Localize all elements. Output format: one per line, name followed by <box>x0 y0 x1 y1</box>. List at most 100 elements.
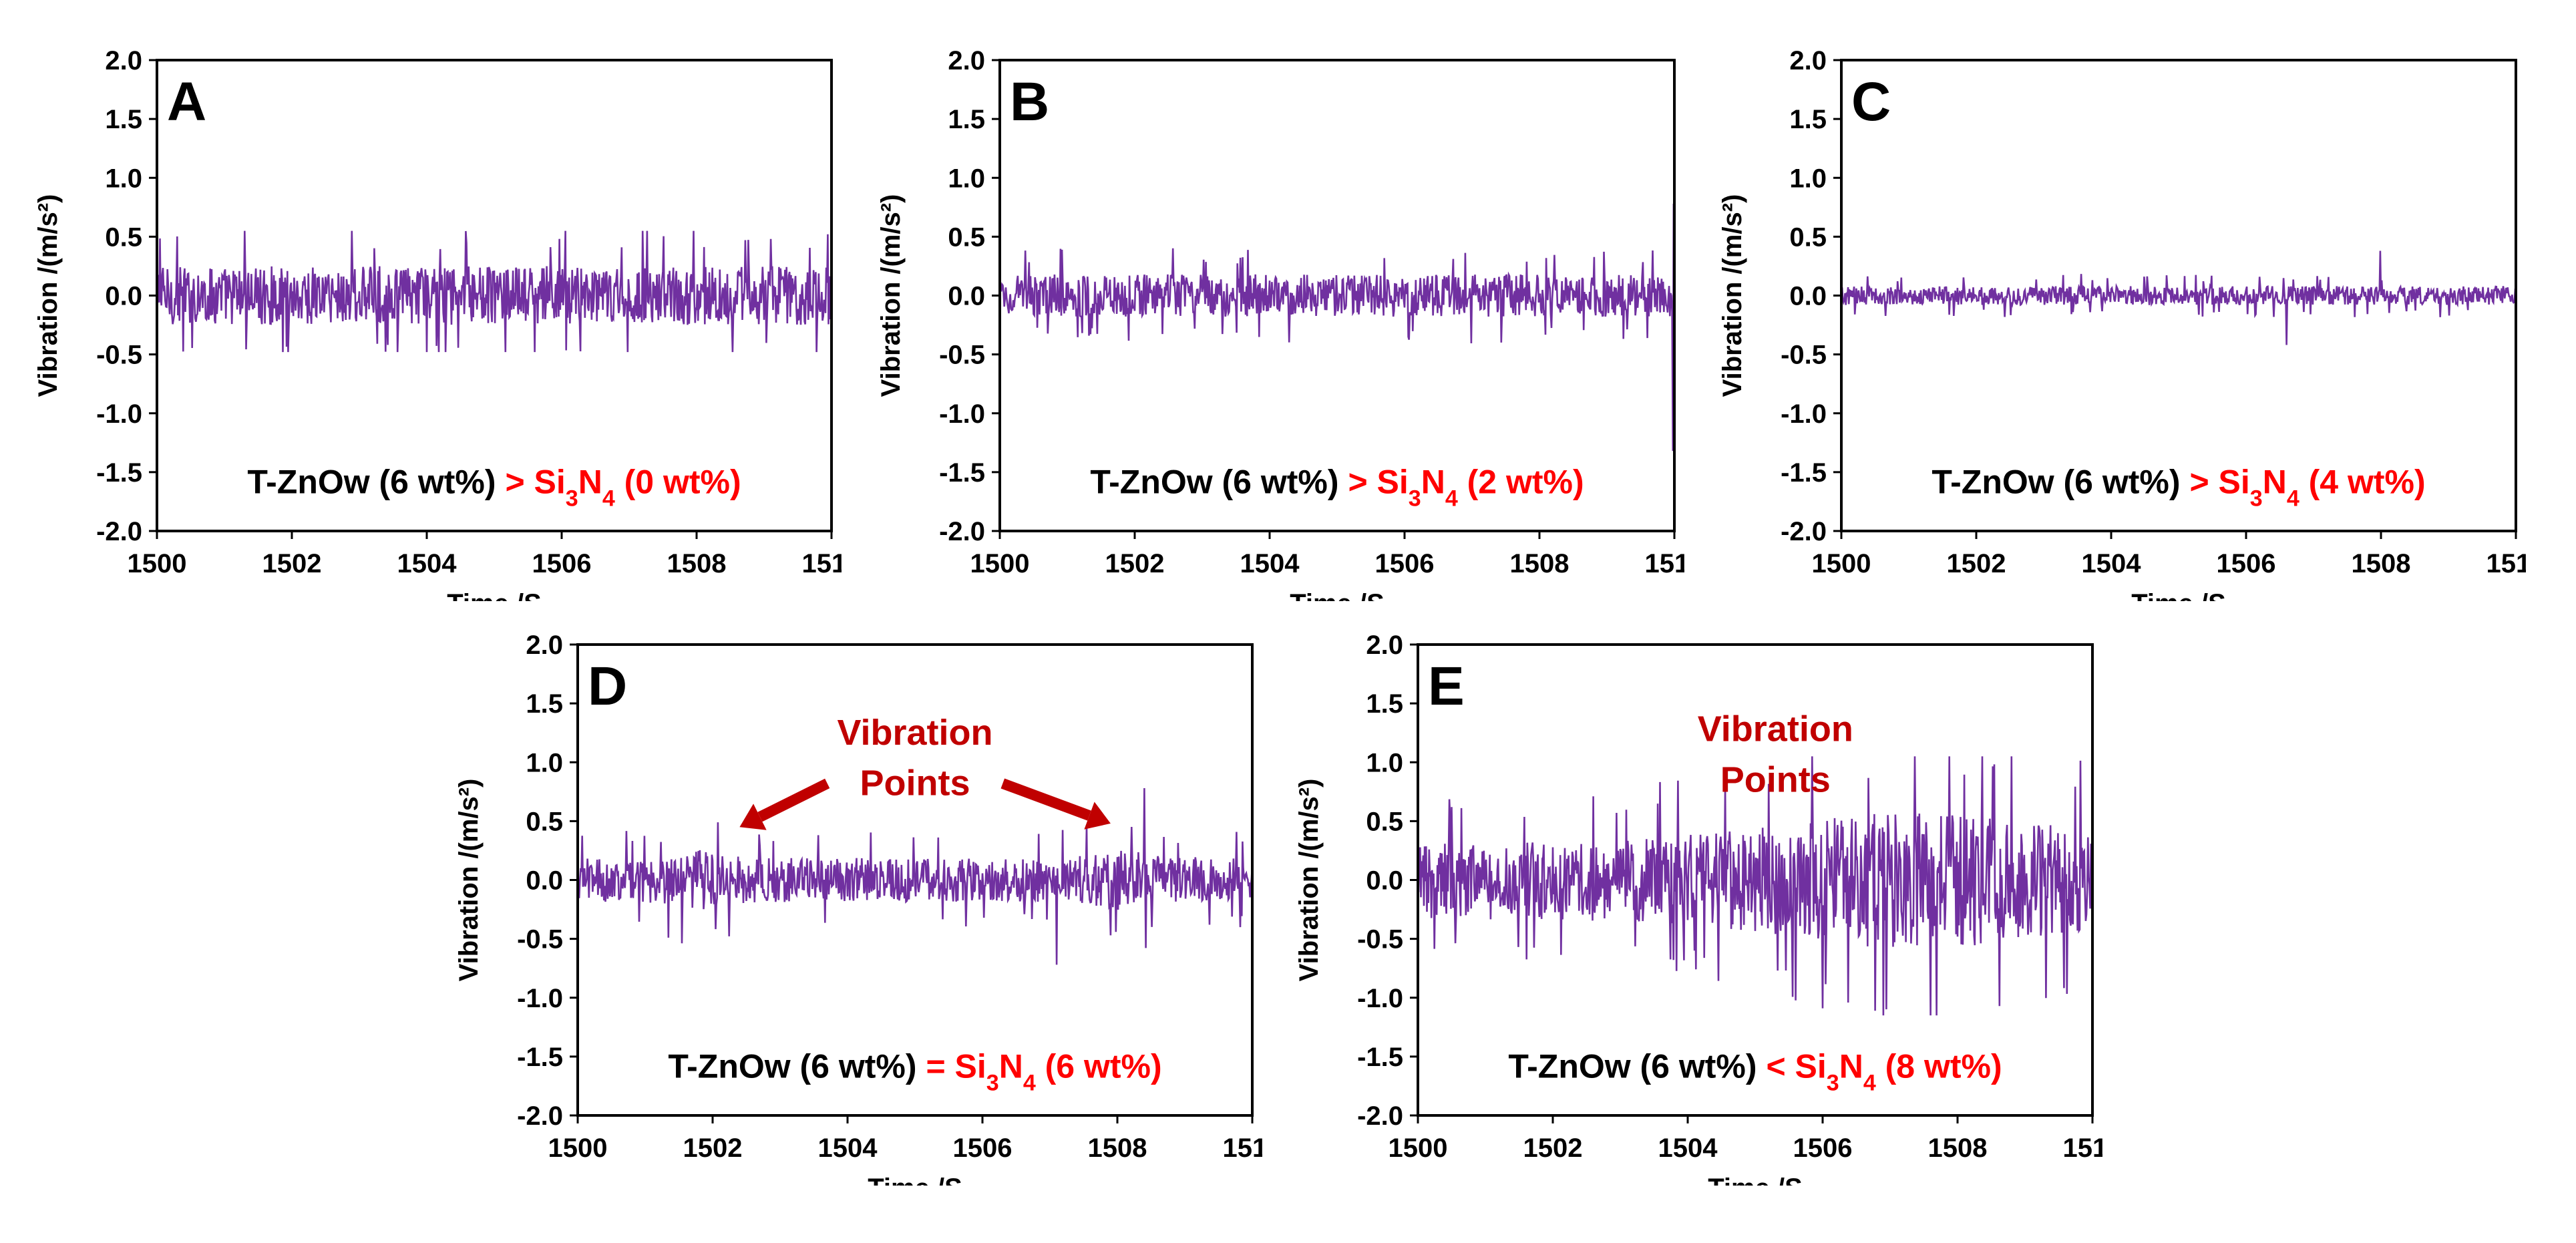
x-axis-label: Time /S <box>2131 589 2226 601</box>
panel-letter: A <box>167 71 206 132</box>
x-tick-label: 1500 <box>128 549 187 578</box>
y-tick-label: -2.0 <box>939 517 985 546</box>
y-tick-label: 0.5 <box>526 807 563 836</box>
y-tick-label: -1.0 <box>939 399 985 429</box>
composition-caption: T-ZnOw (6 wt%) > Si3N4 (4 wt%) <box>1931 464 2425 512</box>
x-tick-label: 1500 <box>548 1133 608 1163</box>
y-tick-label: 0.0 <box>526 866 563 896</box>
vibration-points-annotation: Vibration Points <box>1698 709 1853 800</box>
x-tick-label: 1504 <box>397 549 457 578</box>
y-tick-label: -1.0 <box>1781 399 1827 429</box>
y-tick-label: 0.0 <box>1789 282 1827 311</box>
x-tick-label: 1504 <box>818 1133 878 1163</box>
plot-frame <box>576 643 1254 1117</box>
caption-text: T-ZnOw (6 wt%) <box>1508 1048 1757 1085</box>
y-tick-label: -1.0 <box>1357 984 1403 1013</box>
x-tick-label: 1508 <box>2352 549 2411 578</box>
panel-e: 2.0 1.5 1.0 0.5 0.0 -0.5 -1.0 -1.5 -2.0 1500 1502… <box>1261 584 2102 1186</box>
vibration-line <box>1417 756 2094 1016</box>
y-tick-label: 1.5 <box>1789 105 1827 134</box>
panel-letter: B <box>1010 71 1049 132</box>
x-tick-label: 1508 <box>1928 1133 1988 1163</box>
x-tick-label: 1504 <box>1240 549 1300 578</box>
x-tick-label: 1506 <box>953 1133 1013 1163</box>
annotation-line1: Vibration <box>1698 709 1853 749</box>
arrow-head <box>1084 802 1111 830</box>
y-tick-label: 1.5 <box>1366 689 1403 719</box>
x-tick-label: 1506 <box>532 549 592 578</box>
caption-text: N <box>2263 464 2287 501</box>
plot-frame <box>1417 643 2094 1117</box>
caption-text: > Si <box>1339 464 1409 501</box>
caption-subscript: 3 <box>1409 486 1421 512</box>
chart-a: 2.0 1.5 1.0 0.5 0.0 -0.5 -1.0 -1.5 -2.0 1500 1502… <box>33 46 842 601</box>
x-tick-label: 1502 <box>1523 1133 1583 1163</box>
panel-letter: C <box>1851 71 1891 132</box>
caption-text: > Si <box>2181 464 2250 501</box>
x-tick-label: 1502 <box>1105 549 1165 578</box>
caption-text: T-ZnOw (6 wt%) <box>247 464 496 501</box>
x-axis-label: Time /S <box>447 589 542 601</box>
caption-text: N <box>999 1048 1023 1085</box>
y-tick-label: -2.0 <box>96 517 142 546</box>
y-tick-label: 1.5 <box>948 105 985 134</box>
caption-text: (8 wt%) <box>1876 1048 2002 1085</box>
caption-text: (2 wt%) <box>1458 464 1584 501</box>
composition-caption: T-ZnOw (6 wt%) < Si3N4 (8 wt%) <box>1508 1048 2002 1096</box>
x-tick-label: 1500 <box>970 549 1030 578</box>
caption-text: = Si <box>917 1048 986 1085</box>
panel-d: 2.0 1.5 1.0 0.5 0.0 -0.5 -1.0 -1.5 -2.0 1500 1502… <box>421 584 1262 1186</box>
x-tick-label: 1508 <box>667 549 727 578</box>
chart-c: 2.0 1.5 1.0 0.5 0.0 -0.5 -1.0 -1.5 -2.0 1500 1502… <box>1718 46 2526 601</box>
x-tick-label: 1502 <box>1947 549 2006 578</box>
x-tick-label: 1506 <box>1375 549 1435 578</box>
x-tick-label: 1508 <box>1510 549 1570 578</box>
x-axis-label: Time /S <box>1290 589 1385 601</box>
x-tick-label: 1504 <box>1658 1133 1718 1163</box>
vibration-line <box>998 203 1676 452</box>
x-axis-label: Time /S <box>1708 1174 1803 1186</box>
caption-subscript: 3 <box>1827 1071 1839 1096</box>
y-axis-label: Vibration /(m/s²) <box>33 194 63 397</box>
caption-text: T-ZnOw (6 wt%) <box>1931 464 2180 501</box>
x-tick-label: 1506 <box>2217 549 2276 578</box>
caption-text: T-ZnOw (6 wt%) <box>1090 464 1338 501</box>
x-tick-label: 1502 <box>683 1133 743 1163</box>
y-tick-label: -1.5 <box>1357 1043 1403 1072</box>
caption-subscript: 4 <box>1445 486 1458 512</box>
caption-text: < Si <box>1757 1048 1827 1085</box>
panel-b: 2.0 1.5 1.0 0.5 0.0 -0.5 -1.0 -1.5 -2.0 1500 1502… <box>843 0 1684 601</box>
vibration-line <box>1840 250 2517 345</box>
x-tick-label: 1504 <box>2082 549 2142 578</box>
x-tick-label: 1510 <box>1223 1133 1262 1163</box>
plot-frame <box>156 59 833 532</box>
caption-subscript: 4 <box>1023 1071 1036 1096</box>
y-tick-label: 0.5 <box>948 222 985 252</box>
y-tick-label: 2.0 <box>948 46 985 75</box>
arrow-shaft <box>1000 778 1091 821</box>
chart-d: 2.0 1.5 1.0 0.5 0.0 -0.5 -1.0 -1.5 -2.0 1500 1502… <box>454 631 1262 1186</box>
x-tick-label: 1510 <box>1645 549 1684 578</box>
y-tick-label: 0.0 <box>948 282 985 311</box>
y-tick-label: 2.0 <box>1789 46 1827 75</box>
y-tick-label: -1.5 <box>939 458 985 488</box>
y-tick-label: -1.5 <box>96 458 142 488</box>
plot-frame <box>1840 59 2517 532</box>
panel-c: 2.0 1.5 1.0 0.5 0.0 -0.5 -1.0 -1.5 -2.0 1500 1502… <box>1684 0 2526 601</box>
y-tick-label: 1.0 <box>526 748 563 777</box>
caption-text: N <box>1421 464 1445 501</box>
caption-text: T-ZnOw (6 wt%) <box>668 1048 916 1085</box>
y-tick-label: -1.0 <box>517 984 563 1013</box>
y-tick-label: -0.5 <box>939 341 985 370</box>
y-tick-label: 1.5 <box>105 105 142 134</box>
caption-subscript: 4 <box>602 486 615 512</box>
y-tick-label: -1.5 <box>517 1043 563 1072</box>
y-axis-label: Vibration /(m/s²) <box>454 779 484 982</box>
composition-caption: T-ZnOw (6 wt%) > Si3N4 (0 wt%) <box>247 464 741 512</box>
y-tick-label: -0.5 <box>1781 341 1827 370</box>
panel-letter: E <box>1428 656 1465 717</box>
y-tick-label: -1.5 <box>1781 458 1827 488</box>
x-tick-label: 1510 <box>2487 549 2526 578</box>
vibration-points-annotation: Vibration Points <box>739 713 1111 830</box>
caption-subscript: 3 <box>986 1071 999 1096</box>
